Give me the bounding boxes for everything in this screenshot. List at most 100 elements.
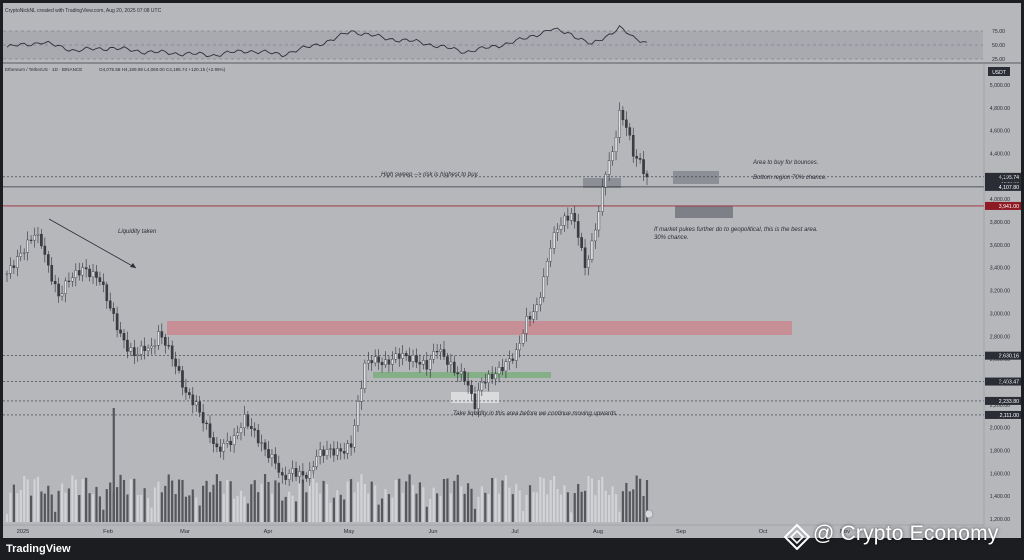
volume-bar	[522, 511, 525, 522]
annotation-liquidity-taken: Liquidity taken	[118, 229, 157, 235]
volume-bar	[343, 499, 346, 522]
volume-bar	[177, 479, 181, 522]
candle-body	[356, 401, 360, 426]
candle-body	[95, 271, 98, 278]
price-level-label: 2,403.47	[999, 380, 1019, 386]
chart-svg[interactable]: CryptoNickNL created with TradingView.co…	[3, 3, 1021, 538]
candle-body	[570, 213, 573, 221]
volume-bar	[442, 478, 446, 522]
candle-body	[19, 252, 23, 257]
volume-bar	[418, 482, 422, 522]
volume-bar	[415, 493, 418, 522]
scroll-to-realtime-icon[interactable]	[644, 509, 654, 519]
volume-bar	[497, 493, 501, 522]
buy-area-box	[673, 171, 719, 184]
y-tick-label: 3,800.00	[990, 220, 1010, 226]
candle-body	[229, 440, 232, 446]
candle-body	[384, 359, 387, 366]
volume-bar	[590, 478, 594, 522]
volume-bar	[40, 491, 43, 522]
resistance-zone	[167, 321, 792, 335]
candle-body	[60, 293, 64, 297]
y-tick-label: 2,400.00	[990, 380, 1010, 386]
candle-body	[411, 355, 415, 362]
candle-body	[191, 394, 195, 406]
candle-body	[133, 347, 136, 356]
candle-body	[391, 358, 394, 365]
volume-bar	[167, 474, 170, 522]
volume-bar	[67, 488, 71, 522]
volume-bar	[284, 496, 287, 522]
volume-bar	[535, 492, 538, 522]
volume-bar	[597, 480, 600, 522]
candle-body	[573, 213, 577, 222]
candle-body	[353, 425, 356, 448]
price-level-label: 4,195.74	[999, 175, 1019, 181]
candle-body	[256, 429, 260, 444]
volume-bar	[60, 483, 64, 522]
volume-bar	[405, 481, 408, 522]
candle-body	[542, 276, 546, 298]
volume-bar	[635, 475, 638, 522]
price-level-label: 2,630.16	[999, 354, 1019, 360]
support-zone	[373, 372, 551, 378]
candle-body	[470, 385, 473, 394]
volume-bar	[374, 485, 377, 522]
candle-body	[594, 229, 597, 242]
candle-body	[342, 451, 346, 454]
volume-bar	[146, 498, 150, 522]
volume-bar	[26, 479, 29, 522]
price-level-tag	[985, 172, 1021, 186]
x-tick-label: Mar	[180, 529, 190, 535]
price-level-tag	[985, 351, 1021, 360]
volume-bar	[81, 479, 84, 522]
candle-body	[525, 316, 528, 334]
x-tick-label: Nov	[840, 529, 850, 535]
candle-body	[74, 270, 78, 278]
best-area-box	[675, 206, 733, 218]
volume-bar	[377, 504, 380, 522]
volume-bar	[181, 479, 184, 522]
volume-bar	[85, 477, 88, 522]
volume-bar	[515, 484, 518, 522]
annotation-take-liquidity: Take liquidity in this area before we co…	[453, 411, 618, 417]
candle-body	[539, 297, 542, 306]
candle-body	[67, 280, 71, 282]
volume-bar	[625, 482, 628, 522]
candle-body	[225, 440, 229, 444]
volume-bar	[95, 486, 98, 522]
candle-body	[53, 281, 57, 285]
annotation-high-sweep: High sweep --> risk is highest to buy.	[381, 172, 479, 178]
price-axis: USDT 1,200.00 1,400.00 1,600.00 1,800.00 2,0…	[983, 63, 1010, 525]
volume-bar	[160, 492, 163, 522]
candle-body	[583, 247, 587, 268]
volume-bar	[508, 487, 511, 522]
volume-spike	[112, 408, 115, 522]
y-tick-label: 3,000.00	[990, 311, 1010, 317]
volume-bar	[614, 494, 618, 522]
volume-bar	[601, 476, 604, 522]
candle-body	[545, 261, 549, 277]
candle-body	[71, 277, 74, 282]
candle-body	[119, 329, 122, 334]
volume-bar	[222, 493, 225, 522]
volume-bar	[466, 483, 470, 522]
volume-bar	[43, 493, 46, 522]
x-tick-label: Sep	[676, 529, 686, 535]
time-axis: 2025 Feb Mar Apr May Jun Jul Aug Sep Oct Nov	[3, 524, 984, 535]
volume-bar	[436, 493, 439, 522]
candle-body	[422, 360, 425, 365]
candle-body	[404, 353, 408, 357]
volume-bar	[239, 490, 243, 522]
candle-body	[336, 448, 339, 456]
candle-body	[425, 360, 429, 370]
volume-bar	[140, 494, 143, 522]
candle-body	[260, 442, 263, 444]
candle-body	[446, 356, 449, 365]
candle-body	[377, 356, 380, 363]
volume-bar	[611, 486, 614, 522]
volume-bar	[425, 506, 428, 522]
header-ohlc: O4,075.58 H4,199.99 L4,060.00 C4,195.74 …	[99, 67, 226, 72]
volume-bar	[460, 486, 463, 522]
candle-body	[456, 372, 460, 375]
